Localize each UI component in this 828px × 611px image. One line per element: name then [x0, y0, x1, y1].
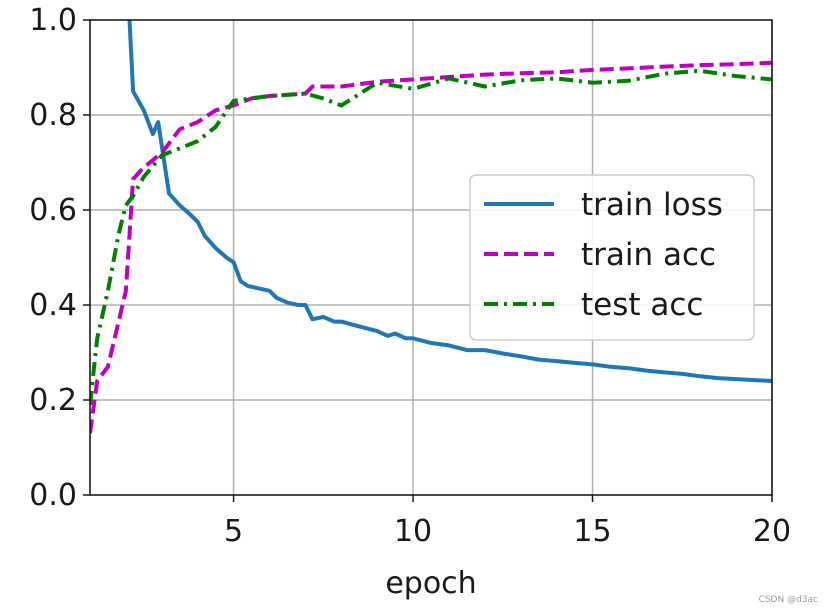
axis-ticks: 5 10 15 20 0.0 0.2 0.4 0.6 0.8 1.0 — [29, 3, 791, 549]
series-line-train-acc — [90, 60, 772, 434]
y-tick-label: 1.0 — [29, 3, 77, 38]
series-line-train-loss — [127, 20, 772, 383]
y-tick-label: 0.4 — [29, 288, 77, 323]
y-tick-label: 0.2 — [29, 383, 77, 418]
y-tick-label: 0.0 — [29, 478, 77, 513]
x-tick-label: 15 — [573, 514, 611, 549]
legend: train loss train acc test acc — [469, 174, 755, 341]
watermark: CSDN @d3ac — [758, 595, 818, 605]
x-tick-label: 20 — [753, 514, 791, 549]
legend-label: train acc — [581, 237, 716, 273]
legend-box — [469, 174, 755, 341]
x-tick-label: 10 — [394, 514, 432, 549]
series-lines — [90, 20, 772, 434]
x-axis-label: epoch — [385, 566, 476, 601]
legend-label: train loss — [581, 187, 723, 223]
series-line-test-acc — [90, 68, 772, 406]
y-tick-label: 0.8 — [29, 98, 77, 133]
y-tick-label: 0.6 — [29, 193, 77, 228]
plot-frame — [89, 19, 773, 496]
legend-label: test acc — [581, 287, 703, 323]
x-tick-label: 5 — [224, 514, 243, 549]
